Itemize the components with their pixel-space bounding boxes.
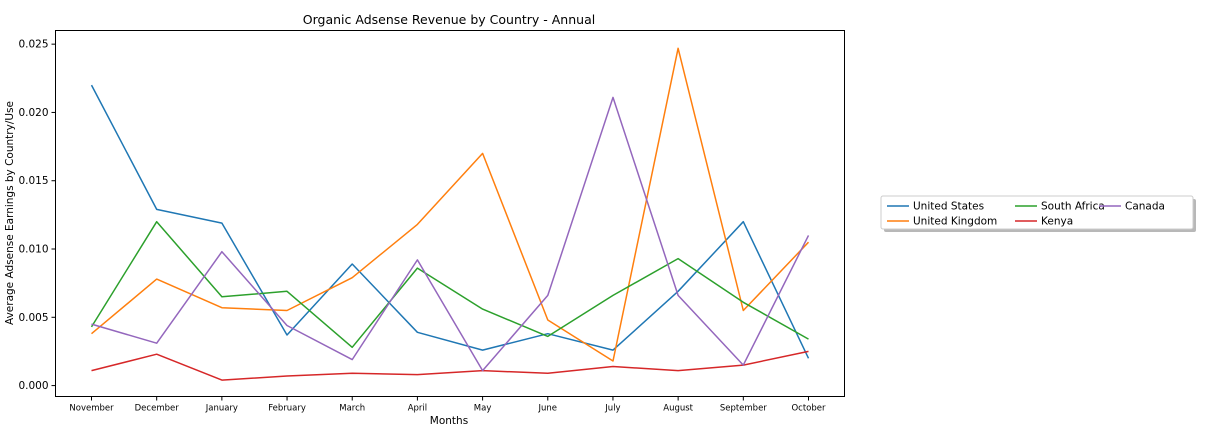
x-axis-title: Months: [430, 415, 468, 427]
x-tick-label: November: [69, 404, 114, 414]
legend-label: United Kingdom: [913, 216, 997, 228]
x-axis: November December January February March Apri…: [69, 396, 826, 414]
legend-label: Canada: [1125, 201, 1165, 213]
x-tick-label: June: [538, 404, 558, 414]
x-tick-label: July: [604, 404, 620, 414]
legend-label: South Africa: [1041, 201, 1105, 213]
x-tick-label: February: [268, 404, 306, 414]
legend-box: [880, 195, 1194, 230]
series-line-kenya: [91, 350, 809, 381]
y-tick-label: 0.010: [18, 244, 48, 256]
series-line-united-states: [90, 84, 810, 359]
y-tick-label: 0.000: [18, 380, 48, 392]
x-tick-label: January: [205, 404, 238, 414]
series-line-south-africa: [90, 220, 809, 349]
y-tick-label: 0.015: [18, 175, 48, 187]
legend-label: United States: [913, 201, 984, 213]
y-tick-label: 0.025: [18, 39, 48, 51]
x-tick-label: October: [791, 404, 826, 414]
series-line-canada: [91, 96, 810, 372]
y-tick-label: 0.020: [18, 107, 48, 119]
y-tick-label: 0.005: [18, 312, 48, 324]
legend: United States United Kingdom South Africa K…: [880, 195, 1196, 232]
y-axis-title: Average Adsense Earnings by Country/Use: [4, 101, 16, 325]
series-lines: [90, 47, 810, 381]
chart-title: Organic Adsense Revenue by Country - Ann…: [303, 12, 595, 27]
x-tick-label: March: [339, 404, 365, 414]
legend-label: Kenya: [1041, 216, 1073, 228]
x-tick-label: May: [474, 404, 492, 414]
x-tick-label: December: [135, 404, 180, 414]
x-tick-label: April: [408, 404, 427, 414]
x-tick-label: August: [663, 404, 693, 414]
x-tick-label: September: [720, 404, 767, 414]
y-axis: 0.000 0.005 0.010 0.015 0.020 0.025: [18, 39, 56, 392]
series-line-united-kingdom: [91, 47, 810, 362]
plot-area: [55, 30, 845, 397]
